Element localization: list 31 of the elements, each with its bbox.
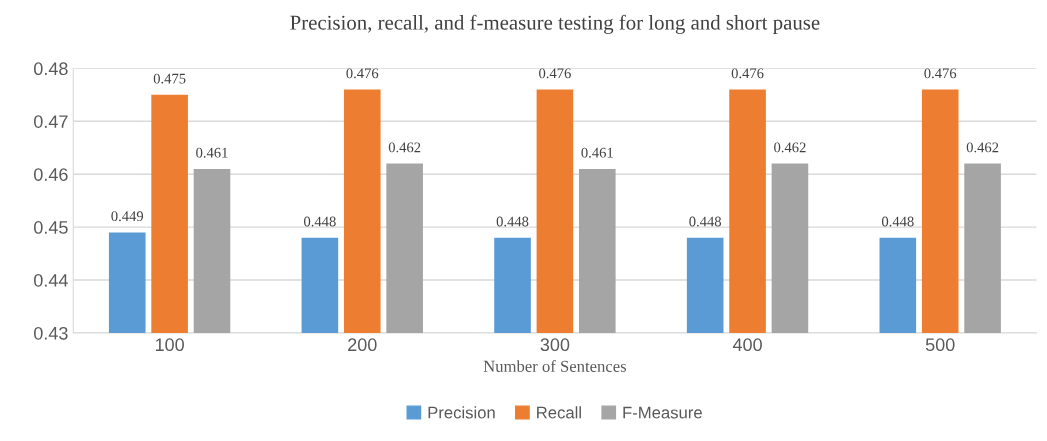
x-tick-label: 400 [732, 338, 762, 352]
data-label: 0.476 [731, 68, 764, 79]
data-label: 0.461 [581, 147, 613, 158]
y-tick-label: 0.45 [34, 221, 68, 234]
x-tick-label: 200 [348, 338, 377, 352]
y-tick-label: 0.44 [34, 273, 68, 287]
legend-label: F-Measure [623, 406, 702, 419]
data-label: 0.476 [924, 68, 957, 79]
data-label: 0.462 [966, 142, 999, 153]
data-label: 0.475 [153, 73, 186, 84]
data-label: 0.461 [196, 147, 228, 158]
data-label: 0.462 [774, 142, 806, 153]
data-label: 0.448 [496, 216, 529, 227]
data-label: 0.462 [388, 142, 421, 153]
data-label: 0.448 [304, 216, 336, 227]
legend-label: Precision [428, 406, 495, 419]
data-label: 0.449 [111, 211, 144, 222]
x-tick-label: 100 [155, 338, 184, 352]
data-label: 0.448 [881, 216, 914, 227]
y-tick-label: 0.48 [34, 62, 68, 76]
legend-label: Recall [537, 406, 581, 419]
data-label: 0.476 [346, 68, 379, 79]
x-tick-label: 500 [925, 338, 955, 352]
x-axis-title: Number of Sentences [483, 360, 627, 372]
data-label: 0.476 [539, 68, 571, 79]
data-label: 0.448 [689, 216, 722, 227]
x-tick-label: 300 [540, 338, 570, 352]
y-tick-label: 0.47 [34, 115, 68, 128]
y-tick-label: 0.46 [34, 168, 68, 181]
y-tick-label: 0.43 [34, 326, 68, 340]
chart-title: Precision, recall, and f-measure testing for long and short pause [290, 14, 820, 34]
